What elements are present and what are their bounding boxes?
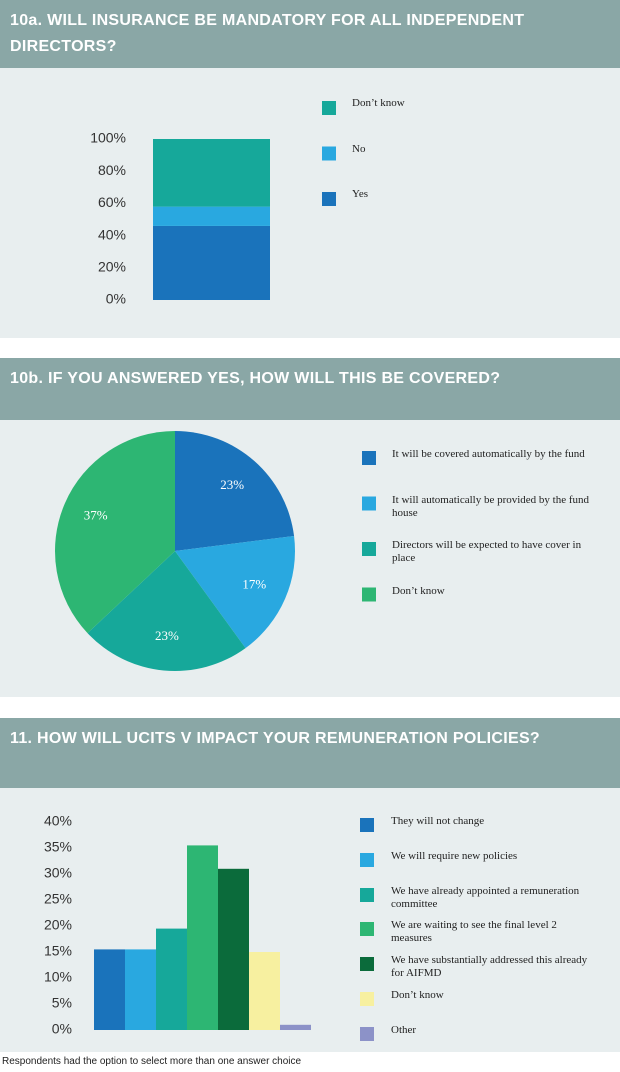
legend-swatch bbox=[362, 542, 376, 556]
legend-label: We have substantially addressed this alr… bbox=[391, 954, 588, 979]
data-label: 37% bbox=[84, 508, 108, 523]
y-tick-label: 0% bbox=[52, 1021, 72, 1037]
bar bbox=[280, 1024, 311, 1030]
legend-label: Directors will be expected to have cover… bbox=[392, 539, 582, 564]
bar bbox=[156, 928, 187, 1030]
y-tick-label: 35% bbox=[44, 839, 72, 855]
y-tick-label: 25% bbox=[44, 891, 72, 907]
legend-label: Don’t know bbox=[392, 584, 445, 597]
legend-label: It will automatically be provided by the… bbox=[392, 493, 590, 519]
legend-label: Yes bbox=[352, 188, 369, 200]
bar bbox=[94, 949, 125, 1030]
bar-segment bbox=[153, 206, 270, 226]
legend-label: Don’t know bbox=[352, 97, 405, 109]
bar bbox=[187, 845, 218, 1030]
legend-swatch bbox=[360, 1027, 374, 1041]
chart-title: 10a. WILL INSURANCE BE MANDATORY FOR ALL… bbox=[10, 12, 525, 55]
bar bbox=[249, 952, 280, 1030]
y-tick-label: 20% bbox=[98, 259, 126, 275]
legend-swatch bbox=[322, 146, 336, 161]
bar-segment bbox=[153, 225, 270, 300]
y-tick-label: 40% bbox=[44, 813, 72, 829]
section-header: 10a. WILL INSURANCE BE MANDATORY FOR ALL… bbox=[0, 0, 620, 68]
chart-title: 10b. IF YOU ANSWERED YES, HOW WILL THIS … bbox=[10, 370, 501, 387]
legend-swatch bbox=[360, 922, 374, 936]
y-tick-label: 10% bbox=[44, 969, 72, 985]
legend-label: Don’t know bbox=[391, 989, 444, 1001]
y-tick-label: 20% bbox=[44, 917, 72, 933]
data-label: 23% bbox=[220, 477, 244, 492]
data-label: 17% bbox=[242, 576, 266, 591]
legend-label: We have already appointed a remuneration… bbox=[391, 885, 580, 910]
legend-swatch bbox=[360, 992, 374, 1006]
y-tick-label: 60% bbox=[98, 194, 126, 210]
y-tick-label: 0% bbox=[106, 291, 126, 307]
legend-label: We will require new policies bbox=[391, 850, 518, 862]
footnote: Respondents had the option to select mor… bbox=[2, 1056, 302, 1067]
y-tick-label: 100% bbox=[90, 130, 126, 146]
bar bbox=[218, 868, 249, 1030]
pie-slice bbox=[175, 535, 296, 649]
y-tick-label: 80% bbox=[98, 162, 126, 178]
legend-label: Other bbox=[391, 1024, 417, 1036]
bar bbox=[125, 949, 156, 1030]
legend-label: They will not change bbox=[391, 815, 485, 827]
bar-segment bbox=[153, 139, 270, 207]
section-header: 10b. IF YOU ANSWERED YES, HOW WILL THIS … bbox=[0, 358, 620, 420]
data-label: 23% bbox=[155, 628, 179, 643]
legend-swatch bbox=[322, 192, 336, 206]
legend-label: It will be covered automatically by the … bbox=[392, 448, 585, 460]
y-tick-label: 5% bbox=[52, 995, 72, 1011]
legend-swatch bbox=[360, 957, 374, 971]
legend-swatch bbox=[362, 587, 376, 602]
legend-label: We are waiting to see the final level 2 … bbox=[391, 919, 557, 944]
legend-swatch bbox=[360, 853, 374, 867]
pie-slice bbox=[55, 431, 175, 634]
legend-swatch bbox=[322, 101, 336, 115]
pie-slice bbox=[175, 431, 295, 551]
y-tick-label: 15% bbox=[44, 943, 72, 959]
chart-title: 11. HOW WILL UCITS V IMPACT YOUR REMUNER… bbox=[10, 730, 541, 747]
pie-slice bbox=[87, 551, 246, 671]
y-tick-label: 40% bbox=[98, 226, 126, 242]
legend-swatch bbox=[362, 496, 376, 511]
legend-swatch bbox=[362, 451, 376, 465]
legend-swatch bbox=[360, 818, 374, 832]
section-header: 11. HOW WILL UCITS V IMPACT YOUR REMUNER… bbox=[0, 718, 620, 788]
legend-swatch bbox=[360, 888, 374, 902]
y-tick-label: 30% bbox=[44, 865, 72, 881]
chart-panel bbox=[0, 68, 620, 338]
legend-label: No bbox=[352, 142, 366, 155]
